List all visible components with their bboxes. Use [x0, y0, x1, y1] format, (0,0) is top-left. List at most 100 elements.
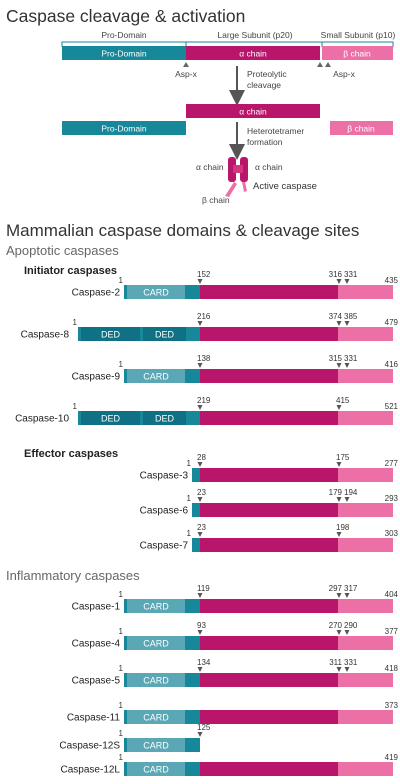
segment-pink	[338, 710, 393, 724]
caspase-name: Caspase-10	[15, 414, 69, 425]
residue-start-label: 1	[119, 276, 124, 285]
caspase-name: Caspase-12L	[61, 765, 121, 776]
cleavage-site-marker	[336, 497, 342, 502]
cleavage-site-marker	[344, 363, 350, 368]
cleavage-site-marker	[197, 532, 203, 537]
residue-start-label: 1	[119, 627, 124, 636]
residue-start-label: 1	[187, 459, 192, 468]
caspase-name: Caspase-6	[140, 506, 189, 517]
segment-teal	[140, 327, 143, 341]
cleavage-site-label: 331	[344, 270, 358, 279]
asp-x-label-right: Asp-x	[333, 69, 355, 79]
caspase-name: Caspase-4	[72, 639, 121, 650]
card-domain-label: CARD	[143, 765, 169, 775]
cleavage-site-marker	[197, 462, 203, 467]
cleavage-site-marker	[336, 667, 342, 672]
segment-pink	[338, 673, 393, 687]
segment-pink	[338, 538, 393, 552]
caspase-row-caspase-12l: Caspase-12L CARD 1 419	[61, 753, 399, 776]
segment-teal	[78, 327, 81, 341]
cleavage-site-marker	[197, 497, 203, 502]
segment-magenta	[200, 762, 338, 776]
segment-teal-light	[127, 762, 185, 776]
residue-start-label: 1	[119, 664, 124, 673]
segment-magenta	[200, 468, 338, 482]
caspase-row-caspase-7: Caspase-7 1 23 198 303	[140, 523, 399, 552]
procaspase-alpha	[186, 46, 320, 60]
pro-domain-bar-label: Pro-Domain	[101, 124, 147, 134]
cleavage-section: Caspase cleavage & activation Pro-Domain…	[6, 6, 395, 205]
caspase-row-caspase-1: Caspase-1 CARD 1 119 297 317 404	[72, 584, 399, 613]
ded-domain-label: DED	[101, 414, 121, 424]
group-inflammatory: Inflammatory caspases	[6, 568, 140, 583]
residue-end-label: 435	[385, 276, 399, 285]
segment-teal-dark	[81, 411, 140, 425]
residue-start-label: 1	[119, 701, 124, 710]
cleavage-site-label: 290	[344, 621, 358, 630]
alpha-chain-bar	[186, 104, 320, 118]
segment-teal	[124, 738, 127, 752]
segment-magenta	[200, 369, 338, 383]
cleavage-site-marker	[344, 667, 350, 672]
subgroup-effector: Effector caspases	[24, 448, 118, 460]
cleavage-site-label: 175	[336, 453, 350, 462]
cleavage-site-label: 23	[197, 488, 206, 497]
card-domain-label: CARD	[143, 372, 169, 382]
segment-magenta	[200, 327, 338, 341]
cleavage-site-label: 385	[344, 312, 358, 321]
active-caspase-glyph	[225, 157, 248, 197]
cleavage-site-marker	[197, 732, 203, 737]
alpha-chain-left-label: α chain	[196, 162, 224, 172]
segment-teal	[186, 327, 200, 341]
procaspase-pro-domain	[62, 46, 186, 60]
cleavage-site-marker	[197, 279, 203, 284]
cleavage-site-label: 331	[344, 658, 358, 667]
segment-pink	[338, 468, 393, 482]
card-domain-label: CARD	[143, 676, 169, 686]
cleavage-site-marker	[197, 363, 203, 368]
caspase-row-caspase-5: Caspase-5 CARD 1 134 311 331 418	[72, 658, 399, 687]
residue-start-label: 1	[187, 494, 192, 503]
cleavage-site-label: 316	[329, 270, 343, 279]
cleavage-site-marker	[197, 630, 203, 635]
cleavage-site-marker	[344, 279, 350, 284]
active-caspase-label: Active caspase	[253, 181, 317, 192]
caspase-name: Caspase-8	[21, 330, 70, 341]
step-proteolytic-cleavage: Proteolytic cleavage	[247, 69, 289, 90]
segment-pink	[338, 285, 393, 299]
cleavage-site-label: 119	[197, 584, 210, 593]
cleavage-site-label: 198	[336, 523, 350, 532]
cleavage-site-marker	[336, 630, 342, 635]
segment-magenta	[200, 538, 338, 552]
cleavage-site-marker	[344, 321, 350, 326]
cleavage-site-label: 374	[329, 312, 343, 321]
caspase-row-caspase-6: Caspase-6 1 23 179 194 293	[140, 488, 399, 517]
residue-start-label: 1	[73, 318, 78, 327]
group-apoptotic: Apoptotic caspases	[6, 243, 119, 258]
cleavage-site-marker	[197, 321, 203, 326]
cleavage-site-label: 138	[197, 354, 211, 363]
caspase-name: Caspase-2	[72, 288, 121, 299]
caspase-name: Caspase-11	[67, 713, 121, 724]
segment-teal	[185, 636, 200, 650]
segment-pink	[338, 636, 393, 650]
cleavage-site-marker	[336, 405, 342, 410]
cleavage-site-marker	[344, 630, 350, 635]
segment-pink	[338, 411, 393, 425]
segment-magenta	[200, 673, 338, 687]
segment-teal	[185, 599, 200, 613]
segment-teal-dark	[143, 411, 186, 425]
segment-teal-dark	[143, 327, 186, 341]
cleavage-site-label: 125	[197, 723, 211, 732]
residue-start-label: 1	[119, 590, 124, 599]
residue-end-label: 521	[385, 402, 399, 411]
segment-teal	[78, 411, 81, 425]
cleavage-site-label: 331	[344, 354, 358, 363]
segment-teal	[185, 710, 200, 724]
cleavage-site-marker	[344, 593, 350, 598]
caspase-row-caspase-10: Caspase-10 DED DED 1 219 415 521	[15, 396, 399, 425]
residue-start-label: 1	[187, 529, 192, 538]
segment-teal	[192, 503, 200, 517]
